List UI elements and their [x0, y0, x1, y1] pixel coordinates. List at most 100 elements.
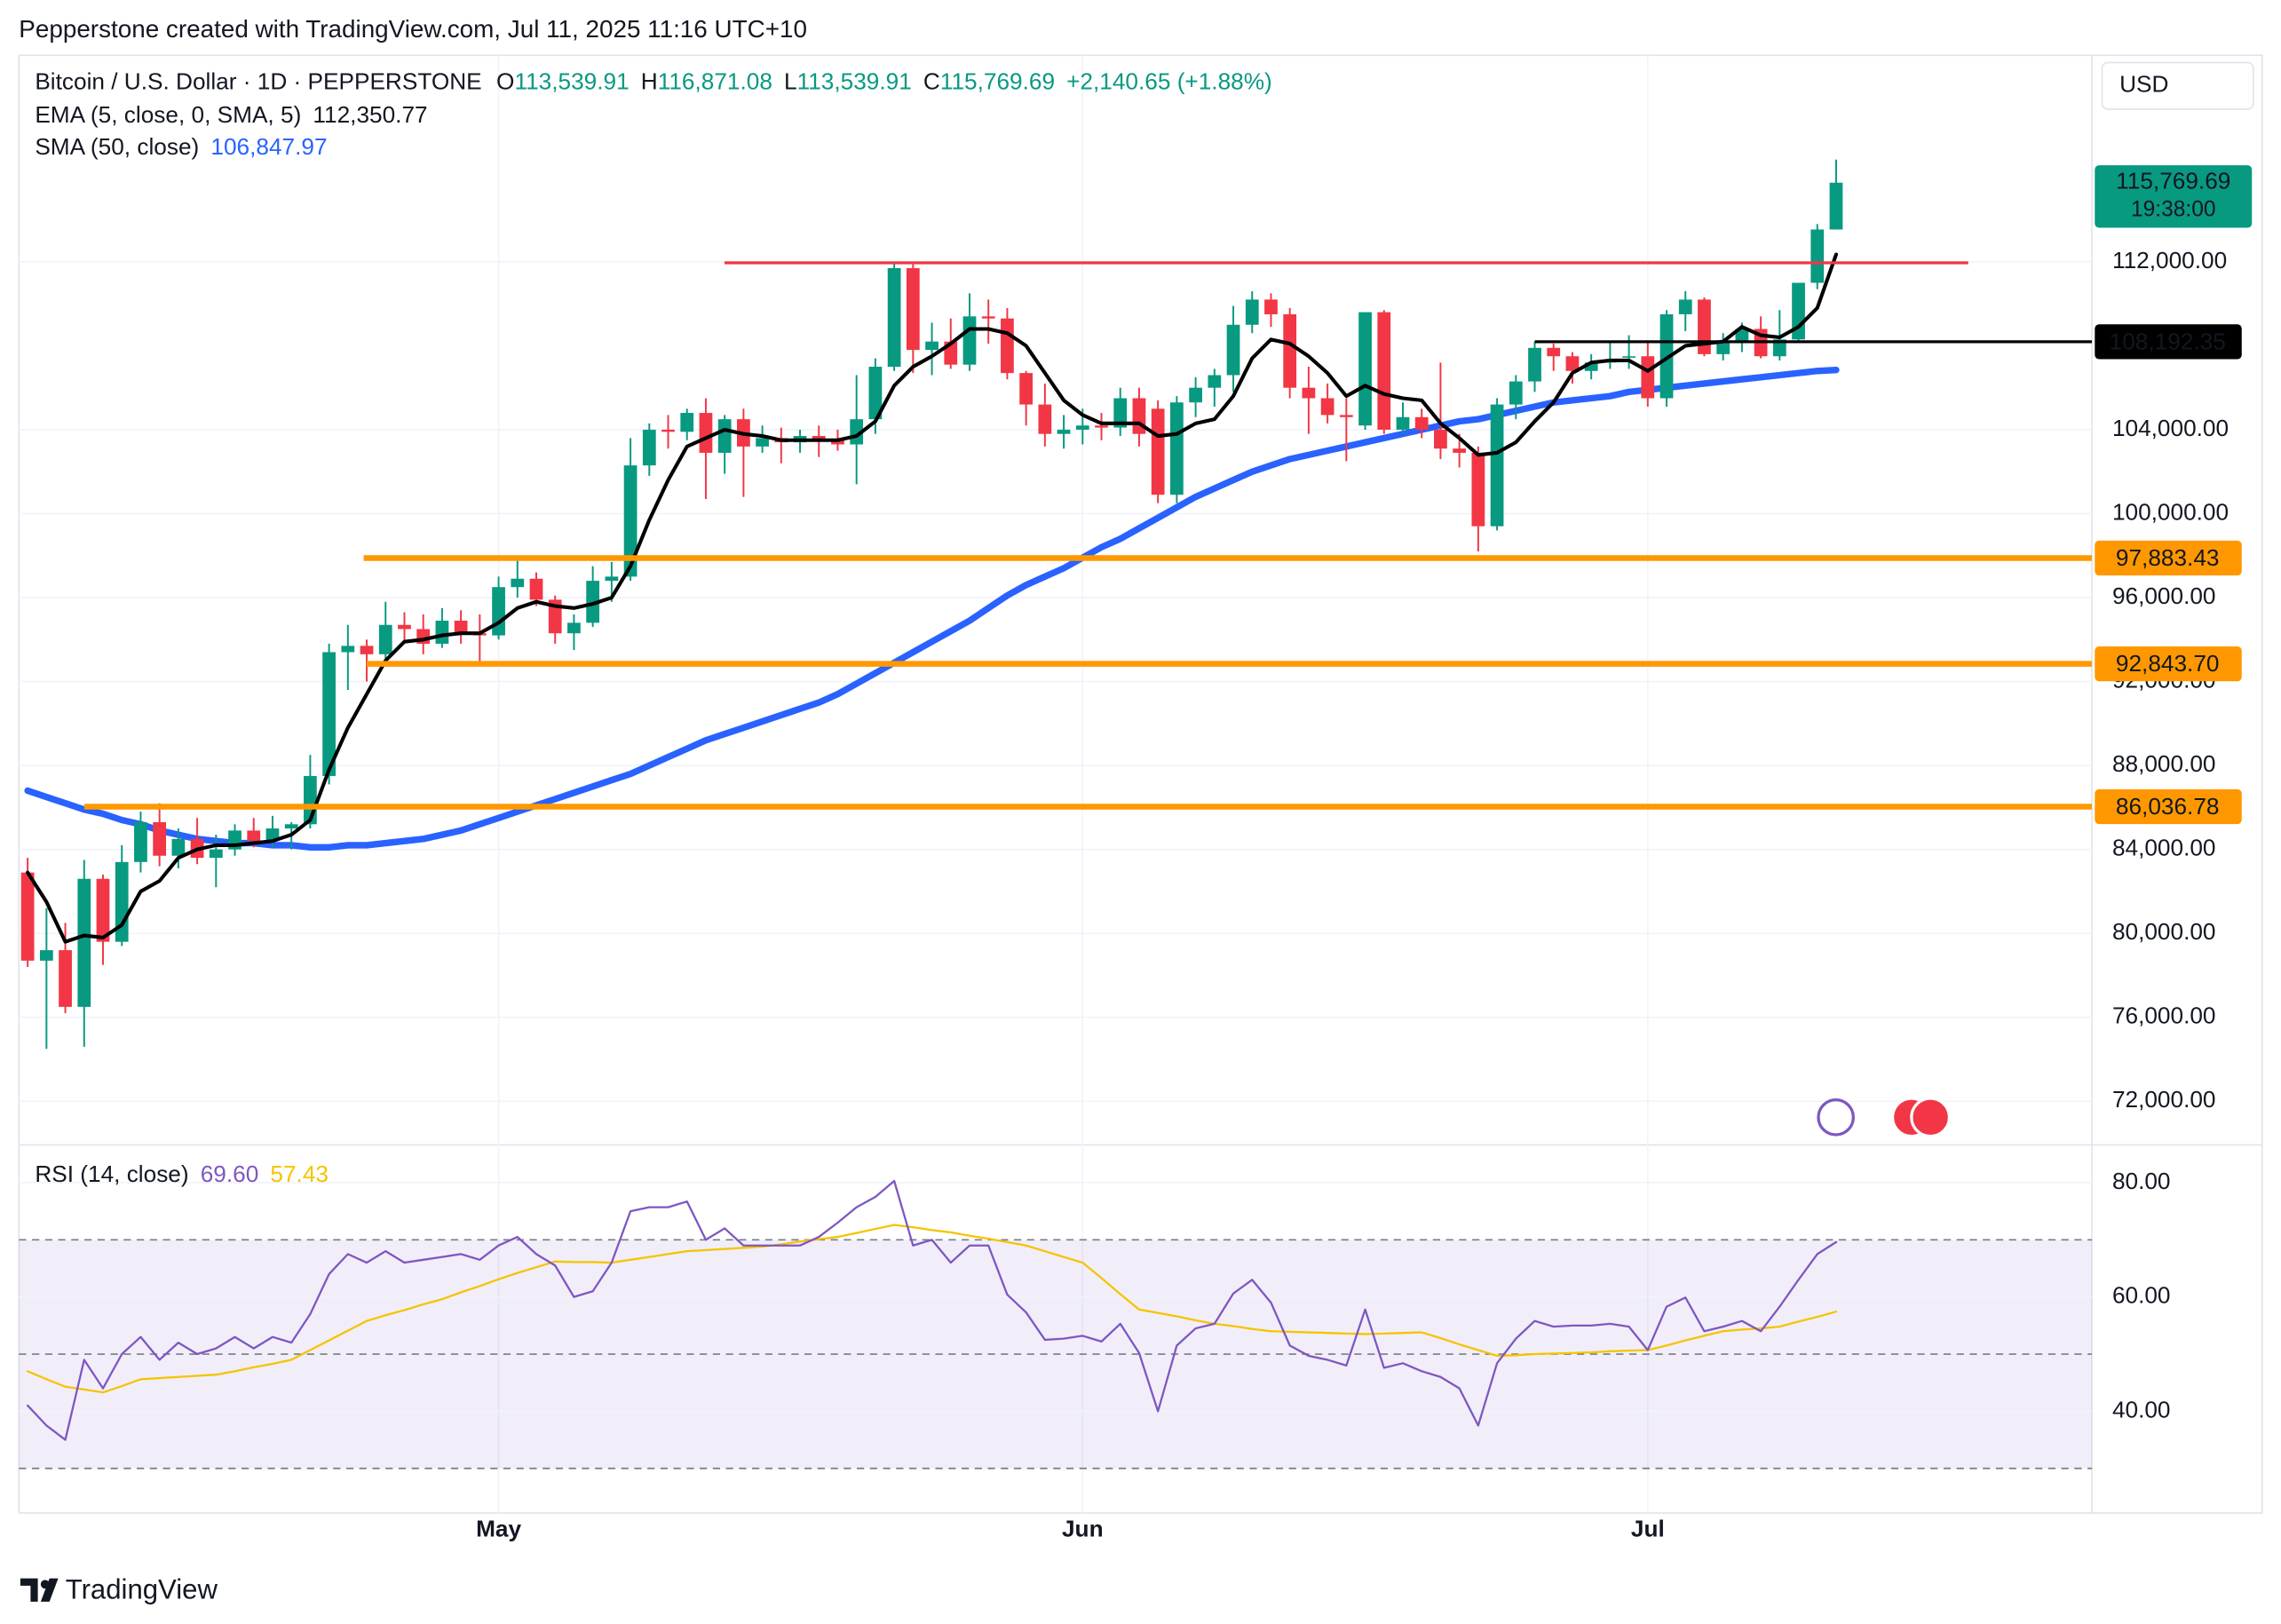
legend-value: 113,539.91	[514, 67, 629, 94]
candle-body	[699, 413, 713, 453]
candle-body	[1490, 404, 1504, 527]
legend-value: 116,871.08	[658, 67, 772, 94]
frame	[18, 54, 2263, 1514]
level-label-box	[2095, 324, 2242, 360]
candle-body	[906, 267, 920, 351]
candle-body	[1396, 416, 1410, 430]
candle-body	[265, 828, 280, 842]
currency-box[interactable]	[2101, 61, 2254, 110]
x-tick-label: May	[476, 1516, 521, 1542]
candle-body	[1584, 362, 1598, 371]
candle-body	[1302, 387, 1316, 399]
candle-body	[378, 624, 392, 654]
last-price-label: 115,769.69	[2116, 168, 2230, 194]
candle-body	[717, 419, 732, 453]
candle-body	[887, 267, 901, 368]
y-tick-label: 100,000.00	[2112, 498, 2229, 525]
candle-body	[1170, 402, 1184, 495]
candle-body	[284, 824, 298, 829]
candle-body	[1283, 313, 1297, 388]
candle-body	[322, 652, 336, 776]
ohlc-legend: O113,539.91 H116,871.08 L113,539.91 C115,76…	[496, 67, 1055, 94]
candle-body	[39, 950, 53, 961]
logo-dot	[40, 1580, 50, 1589]
level-label-box	[2095, 540, 2242, 576]
candle-body	[1151, 408, 1165, 495]
candle-body	[1509, 381, 1523, 405]
legend-key: L	[784, 67, 797, 94]
candle-body	[492, 587, 505, 636]
candle-body	[605, 576, 619, 582]
candle-body	[1434, 429, 1447, 449]
candle-body	[529, 578, 543, 600]
candle-body	[1320, 398, 1335, 416]
x-tick-label: Jun	[1062, 1516, 1104, 1542]
candle-body	[812, 436, 826, 440]
candle-body	[1358, 312, 1372, 426]
candle-body	[925, 341, 939, 351]
level-label: 97,883.43	[2116, 544, 2220, 571]
sma-value: 106,847.97	[210, 133, 327, 160]
rsi-value: 69.60	[201, 1161, 259, 1187]
y-tick-label: 104,000.00	[2112, 415, 2229, 441]
candle-body	[1528, 347, 1541, 382]
candle-body	[1339, 415, 1353, 417]
candle-body	[1453, 448, 1467, 453]
level-label: 108,192.35	[2110, 328, 2226, 354]
candle-body	[1245, 299, 1259, 325]
candle-body	[642, 429, 656, 466]
layer-over: May Jun Jul 108,192.35 97,883.43 92,843.70 86,…	[84, 165, 2253, 1542]
rsi-tick-label: 40.00	[2112, 1396, 2171, 1422]
candle-body	[1113, 398, 1128, 428]
icon-flag[interactable]	[1910, 1097, 1952, 1138]
level-label: 92,843.70	[2116, 650, 2220, 677]
candle-body	[756, 438, 769, 447]
countdown: 19:38:00	[2131, 197, 2216, 221]
y-tick-label: 80,000.00	[2112, 918, 2216, 945]
rsi-ma-line	[26, 1224, 1838, 1394]
sma-line	[24, 366, 1840, 851]
candle-body	[1001, 318, 1014, 374]
ema-legend: EMA (5, close, 0, SMA, 5) 112,350.77	[35, 101, 427, 128]
layer-marks: 72,000.00 76,000.00 80,000.00 84,000.00 88,0…	[20, 159, 2229, 1441]
rsi-ma-value: 57.43	[270, 1161, 329, 1187]
footer: TradingView	[66, 1574, 218, 1605]
candle-body	[153, 821, 167, 856]
candle-body	[341, 646, 355, 653]
candle-body	[1414, 416, 1429, 430]
symbol: Bitcoin / U.S. Dollar · 1D · PEPPERSTONE	[35, 67, 481, 94]
candle-body	[1622, 356, 1636, 358]
icons	[1817, 1097, 1952, 1138]
candle-body	[1189, 387, 1202, 403]
candle-body	[171, 838, 186, 856]
candle-body	[680, 413, 694, 432]
legend-value: 115,769.69	[940, 67, 1055, 94]
candle-body	[623, 465, 638, 577]
candle-body	[77, 878, 91, 1007]
ema-value: 112,350.77	[313, 101, 427, 128]
candle-body	[1829, 182, 1843, 230]
candle-body	[134, 821, 147, 862]
candle-body	[1019, 373, 1034, 405]
candle-body	[454, 621, 468, 634]
icon-spark[interactable]	[1817, 1098, 1855, 1137]
candle-body	[831, 440, 844, 445]
candle-body	[1057, 429, 1071, 434]
candle-body	[1772, 339, 1786, 357]
y-tick-label: 84,000.00	[2112, 835, 2216, 861]
sma-legend: SMA (50, close) 106,847.97	[35, 133, 327, 160]
candle-body	[1735, 329, 1749, 342]
legend-key: H	[641, 67, 658, 94]
candle-body	[247, 830, 261, 842]
candle-body	[567, 622, 581, 634]
rsi-legend: RSI (14, close) 69.60 57.43	[35, 1161, 329, 1187]
candle-body	[1095, 425, 1108, 428]
candle-body	[435, 621, 449, 645]
candle-body	[1075, 425, 1089, 430]
candle-body	[59, 950, 72, 1007]
candle-body	[1810, 229, 1825, 283]
candle-body	[1565, 356, 1580, 371]
candle-body	[209, 849, 223, 859]
